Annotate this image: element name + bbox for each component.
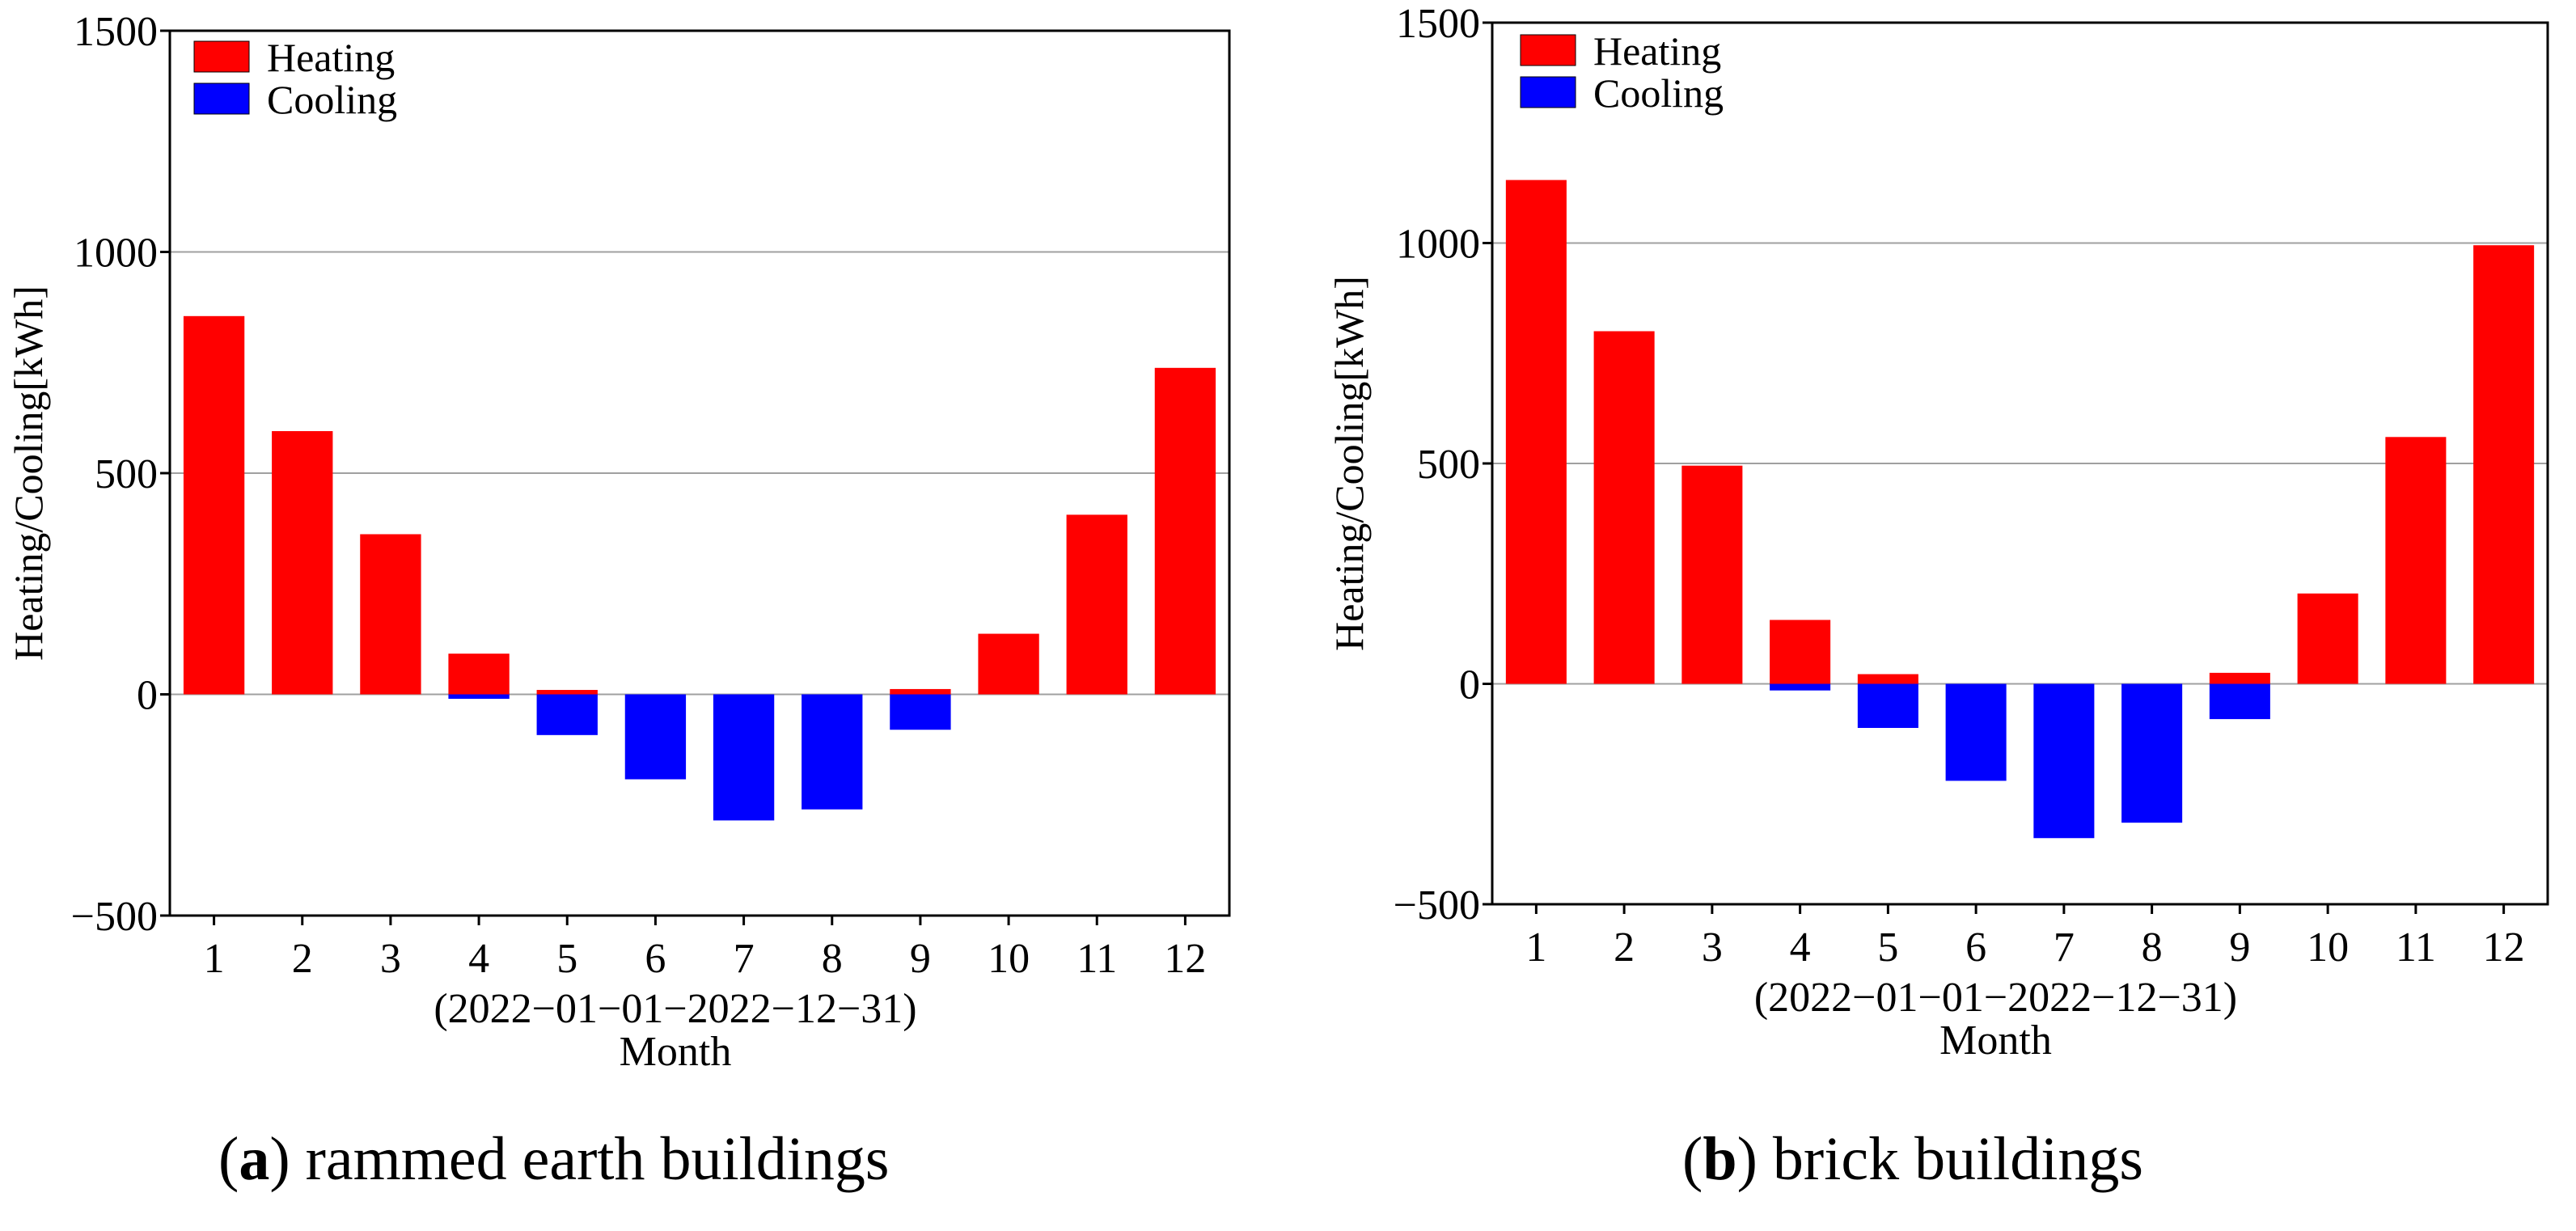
- bar-heating-a-2: [272, 431, 333, 695]
- xaxis-label-b: Month: [1939, 1017, 2052, 1064]
- bar-heating-b-9: [2209, 672, 2270, 684]
- ytick-label-b-2: 500: [1417, 442, 1480, 488]
- xtick-label-a-11: 11: [1077, 936, 1117, 982]
- bar-cooling-b-6: [1945, 683, 2007, 781]
- ytick-label-a-2: 500: [95, 451, 158, 497]
- xtick-label-a-12: 12: [1164, 936, 1206, 982]
- bar-cooling-b-7: [2033, 683, 2095, 839]
- bar-cooling-a-5: [536, 694, 598, 735]
- bar-heating-a-5: [536, 690, 598, 695]
- bar-heating-a-4: [448, 654, 510, 695]
- xtick-label-a-4: 4: [468, 936, 489, 982]
- xtick-label-b-5: 5: [1877, 924, 1898, 971]
- ytick-label-b-4: −500: [1394, 882, 1480, 929]
- bar-cooling-b-4: [1770, 683, 1831, 691]
- legend-label-cooling-b: Cooling: [1593, 70, 1724, 116]
- bar-cooling-b-9: [2209, 683, 2270, 720]
- bar-heating-a-9: [890, 688, 951, 695]
- caption-b: (b) brick buildings: [1682, 1125, 2143, 1193]
- yaxis-label-a: Heating/Cooling[kWh]: [6, 286, 51, 661]
- caption-a-letter: a: [239, 1125, 270, 1193]
- caption-a: (a) rammed earth buildings: [218, 1125, 890, 1193]
- ytick-label-a-4: −500: [71, 894, 158, 940]
- xtick-label-a-1: 1: [204, 936, 225, 982]
- bar-heating-a-1: [183, 315, 245, 695]
- bar-heating-b-4: [1770, 620, 1831, 684]
- bar-cooling-a-9: [890, 694, 951, 730]
- xtick-label-b-9: 9: [2229, 924, 2250, 971]
- caption-b-letter: b: [1703, 1125, 1737, 1193]
- xaxis-range-label-b: (2022−01−01−2022−12−31): [1754, 975, 2237, 1021]
- ytick-label-b-1: 1000: [1396, 222, 1480, 268]
- legend-swatch-heating-b: [1520, 34, 1576, 66]
- xaxis-range-label-a: (2022−01−01−2022−12−31): [434, 986, 916, 1032]
- bar-heating-b-10: [2297, 593, 2358, 684]
- xtick-label-b-4: 4: [1790, 924, 1811, 971]
- ytick-label-b-0: 1500: [1396, 1, 1480, 47]
- bar-cooling-a-7: [713, 694, 775, 821]
- bar-heating-b-11: [2385, 437, 2447, 684]
- ytick-label-a-1: 1000: [74, 231, 158, 277]
- xtick-label-a-5: 5: [556, 936, 577, 982]
- ytick-label-a-3: 0: [137, 673, 158, 719]
- bar-heating-b-5: [1857, 674, 1918, 684]
- xtick-label-a-2: 2: [292, 936, 313, 982]
- xtick-label-b-6: 6: [1965, 924, 1986, 971]
- xtick-label-a-7: 7: [734, 936, 755, 982]
- bar-heating-b-1: [1505, 180, 1567, 684]
- bar-heating-a-3: [360, 534, 421, 695]
- xtick-label-b-8: 8: [2142, 924, 2163, 971]
- xtick-label-b-10: 10: [2307, 924, 2349, 971]
- xtick-label-b-11: 11: [2396, 924, 2436, 971]
- xtick-label-b-7: 7: [2054, 924, 2075, 971]
- bar-heating-a-12: [1154, 367, 1216, 695]
- xtick-label-a-9: 9: [910, 936, 931, 982]
- bar-cooling-b-5: [1857, 683, 1918, 728]
- ytick-label-b-3: 0: [1459, 662, 1480, 709]
- legend-label-cooling-a: Cooling: [267, 77, 397, 122]
- xtick-label-a-8: 8: [822, 936, 843, 982]
- bar-cooling-a-8: [802, 694, 863, 810]
- bar-heating-b-2: [1593, 331, 1655, 684]
- caption-a-text: rammed earth buildings: [305, 1125, 890, 1193]
- ytick-label-a-0: 1500: [74, 9, 158, 55]
- xtick-label-a-10: 10: [988, 936, 1030, 982]
- xtick-label-a-3: 3: [380, 936, 401, 982]
- bar-heating-b-3: [1681, 465, 1743, 684]
- xtick-label-a-6: 6: [645, 936, 666, 982]
- legend-label-heating-b: Heating: [1593, 28, 1721, 74]
- bar-heating-a-10: [978, 633, 1039, 695]
- xtick-label-b-12: 12: [2483, 924, 2525, 971]
- bar-heating-a-11: [1066, 514, 1127, 695]
- legend-swatch-cooling-b: [1520, 76, 1576, 108]
- legend-swatch-heating-a: [193, 40, 250, 73]
- bar-cooling-a-6: [624, 694, 687, 780]
- bar-cooling-a-4: [448, 694, 510, 699]
- legend-swatch-cooling-a: [193, 82, 250, 115]
- xtick-label-b-1: 1: [1525, 924, 1546, 971]
- bar-heating-b-12: [2473, 245, 2535, 684]
- legend-label-heating-a: Heating: [267, 35, 395, 80]
- yaxis-label-b: Heating/Cooling[kWh]: [1326, 276, 1372, 651]
- xtick-label-b-2: 2: [1614, 924, 1635, 971]
- xtick-label-b-3: 3: [1702, 924, 1723, 971]
- caption-b-text: brick buildings: [1772, 1125, 2143, 1193]
- bar-cooling-b-8: [2121, 683, 2183, 823]
- xaxis-label-a: Month: [620, 1029, 732, 1075]
